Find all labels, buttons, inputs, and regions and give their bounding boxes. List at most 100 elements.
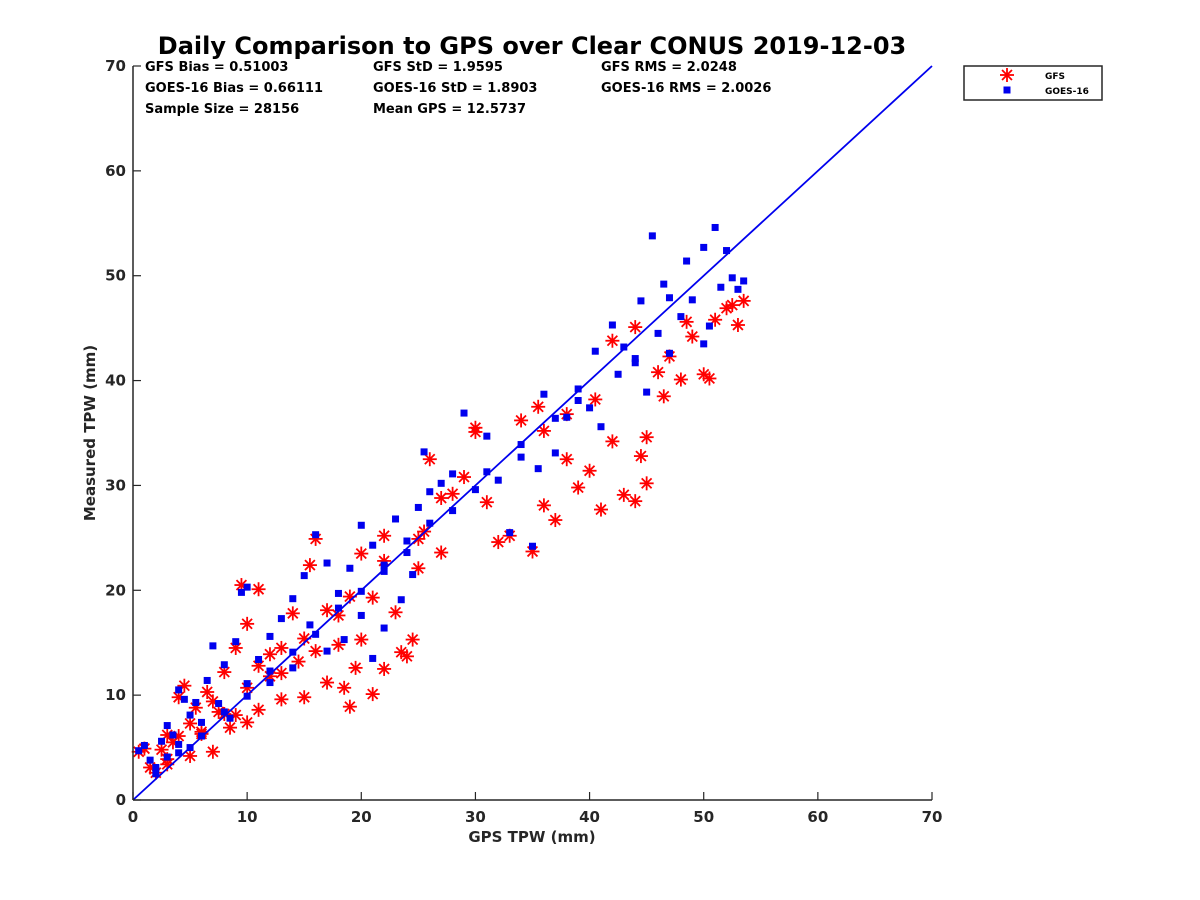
gfs-point xyxy=(559,452,574,467)
stat-gfs-rms: GFS RMS = 2.0248 xyxy=(601,60,737,75)
gfs-point xyxy=(702,371,717,386)
goes16-point xyxy=(608,321,616,329)
x-tick-label: 30 xyxy=(465,808,486,826)
goes16-point xyxy=(426,519,434,527)
goes16-point xyxy=(380,624,388,632)
goes16-point xyxy=(437,479,445,487)
gfs-point xyxy=(434,545,449,560)
goes16-point xyxy=(637,297,645,305)
gfs-point xyxy=(628,494,643,509)
goes16-point xyxy=(220,661,228,669)
stat-goes-std: GOES-16 StD = 1.8903 xyxy=(373,81,537,96)
goes16-point xyxy=(643,388,651,396)
gfs-point xyxy=(588,392,603,407)
goes16-point xyxy=(243,583,251,591)
goes16-point xyxy=(483,468,491,476)
gfs-point xyxy=(468,424,483,439)
goes16-point xyxy=(397,596,405,604)
goes16-point xyxy=(631,359,639,367)
gfs-point xyxy=(205,744,220,759)
gfs-point xyxy=(297,690,312,705)
goes16-point xyxy=(409,571,417,579)
goes16-point xyxy=(323,559,331,567)
goes16-point xyxy=(266,679,274,687)
goes16-point xyxy=(734,285,742,293)
gfs-point xyxy=(457,470,472,485)
goes16-point xyxy=(306,621,314,629)
gfs-point xyxy=(399,649,414,664)
gfs-point xyxy=(183,748,198,763)
goes16-point xyxy=(551,414,559,422)
goes16-point xyxy=(357,611,365,619)
gfs-point xyxy=(183,716,198,731)
goes16-point xyxy=(152,763,160,771)
goes16-point xyxy=(665,349,673,357)
goes16-point xyxy=(677,313,685,321)
x-tick-label: 10 xyxy=(237,808,258,826)
gfs-point xyxy=(685,329,700,344)
gfs-point xyxy=(331,608,346,623)
goes16-point xyxy=(232,638,240,646)
gfs-point xyxy=(514,413,529,428)
gfs-point xyxy=(240,616,255,631)
goes16-point xyxy=(312,531,320,539)
goes16-point xyxy=(392,515,400,523)
y-tick-label: 40 xyxy=(105,372,126,390)
goes16-point xyxy=(711,223,719,231)
goes16-point xyxy=(551,449,559,457)
stat-mean-gps: Mean GPS = 12.5737 xyxy=(373,102,526,117)
goes16-point xyxy=(220,708,228,716)
x-tick-label: 0 xyxy=(128,808,138,826)
gfs-point xyxy=(605,434,620,449)
goes16-point xyxy=(226,714,234,722)
goes16-point xyxy=(688,296,696,304)
gfs-point xyxy=(445,486,460,501)
x-tick-label: 50 xyxy=(693,808,714,826)
goes16-point xyxy=(334,604,342,612)
gfs-point xyxy=(377,661,392,676)
goes16-point xyxy=(169,731,177,739)
goes16-point xyxy=(700,243,708,251)
gfs-point xyxy=(730,317,745,332)
gfs-point xyxy=(337,680,352,695)
stat-goes-rms: GOES-16 RMS = 2.0026 xyxy=(601,81,771,96)
gfs-point xyxy=(348,660,363,675)
gfs-point xyxy=(536,423,551,438)
gfs-point xyxy=(354,632,369,647)
goes16-point xyxy=(346,564,354,572)
gfs-point xyxy=(479,495,494,510)
goes16-point xyxy=(215,700,223,708)
gfs-point xyxy=(377,528,392,543)
stat-goes-bias: GOES-16 Bias = 0.66111 xyxy=(145,81,323,96)
legend-marker-gfs xyxy=(1000,68,1014,82)
goes16-point xyxy=(517,453,525,461)
goes16-point xyxy=(631,355,639,363)
gfs-point xyxy=(274,692,289,707)
goes16-point xyxy=(574,396,582,404)
goes16-point xyxy=(534,465,542,473)
goes16-point xyxy=(620,343,628,351)
y-axis-label: Measured TPW (mm) xyxy=(81,345,99,521)
y-tick-label: 60 xyxy=(105,162,126,180)
goes16-point xyxy=(140,741,148,749)
gfs-point xyxy=(308,644,323,659)
gfs-point xyxy=(633,449,648,464)
gfs-point xyxy=(262,647,277,662)
gfs-point xyxy=(593,502,608,517)
gfs-point xyxy=(536,498,551,513)
gfs-point xyxy=(217,665,232,680)
series-gfs xyxy=(131,293,751,780)
gfs-point xyxy=(274,640,289,655)
x-tick-label: 70 xyxy=(922,808,943,826)
y-tick-label: 30 xyxy=(105,476,126,494)
goes16-point xyxy=(300,572,308,580)
gfs-point xyxy=(605,333,620,348)
goes16-point xyxy=(529,542,536,550)
gfs-point xyxy=(725,298,740,313)
goes16-point xyxy=(426,488,434,496)
goes16-point xyxy=(289,595,297,603)
gfs-point xyxy=(354,546,369,561)
x-tick-label: 40 xyxy=(579,808,600,826)
goes16-point xyxy=(414,503,422,511)
stats-block: GFS Bias = 0.51003 GFS StD = 1.9595 GFS … xyxy=(145,60,771,117)
